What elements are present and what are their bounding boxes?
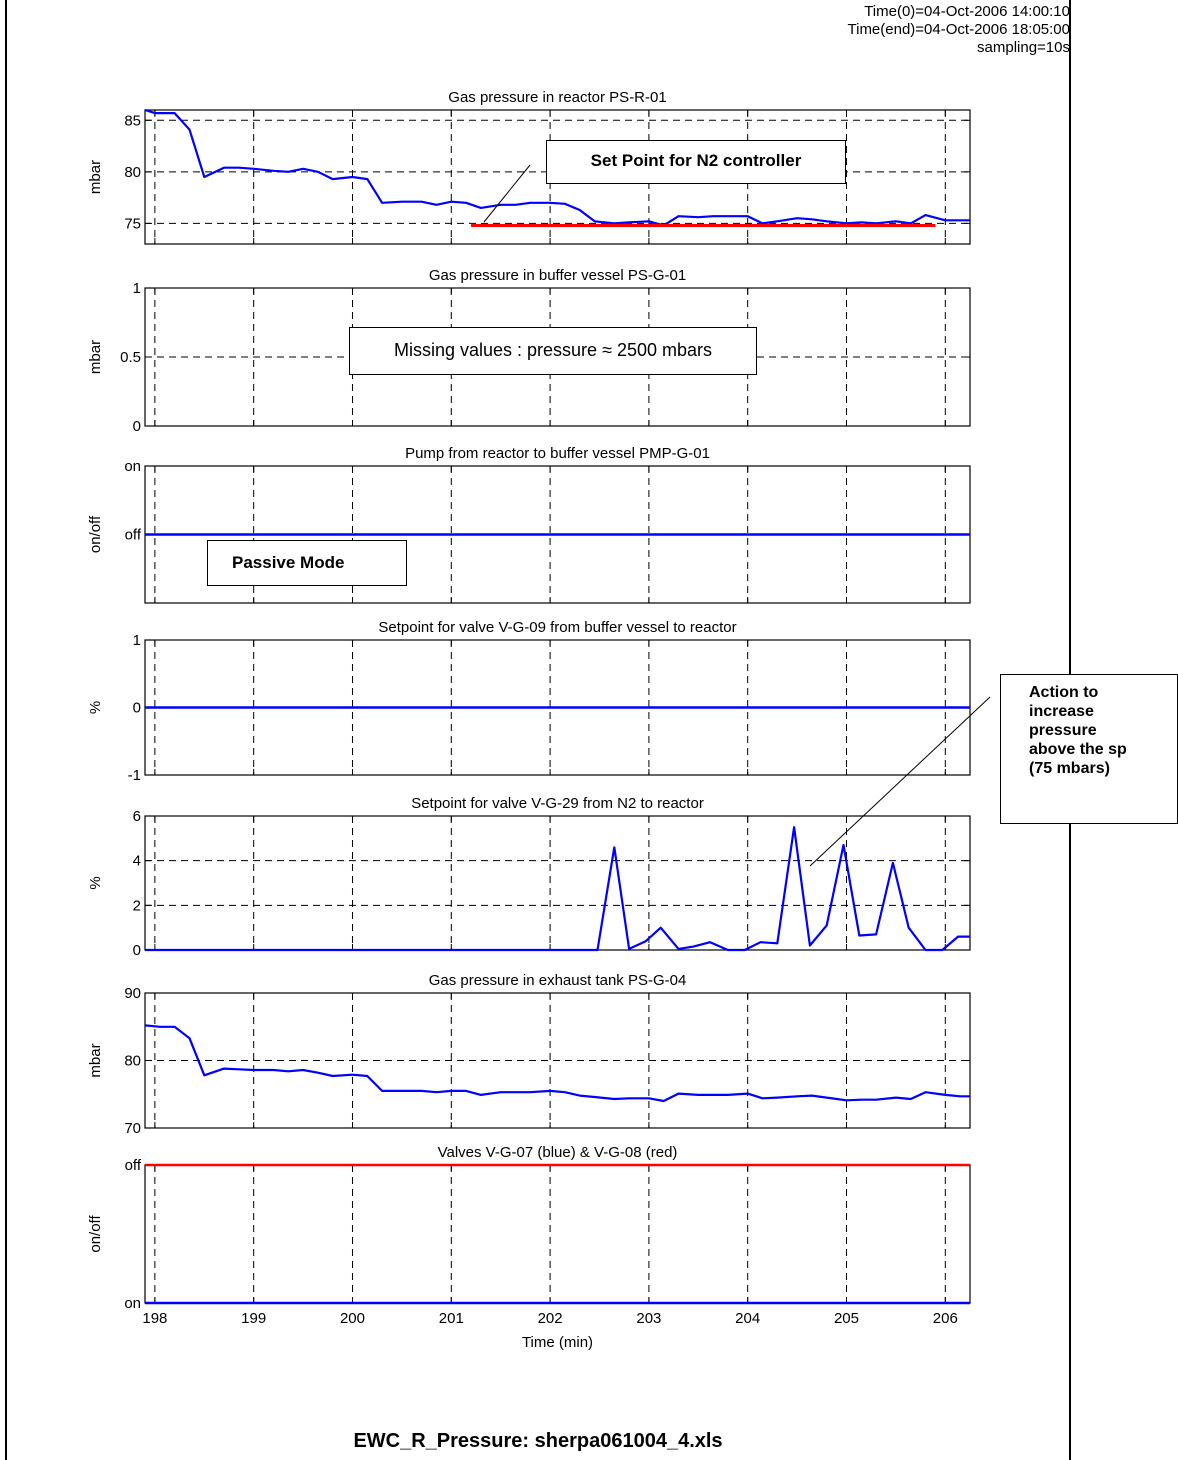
y-axis-label: mbar [87,160,104,194]
x-tick-label: 204 [735,1310,760,1327]
action-line: increase [1029,703,1094,720]
series-line [144,1024,970,1103]
series-line [145,826,970,952]
figure-footer-title: EWC_R_Pressure: sherpa061004_4.xls [353,1430,723,1452]
missing-values-callout: Missing values : pressure ≈ 2500 mbars [349,327,757,375]
passive-mode-text: Passive Mode [232,553,345,572]
y-tick-label: off [125,1157,142,1174]
y-tick-label: off [125,527,142,544]
action-leader-line [809,696,991,867]
y-tick-label: -1 [128,767,141,784]
y-tick-label: 1 [133,632,141,649]
y-tick-label: 0 [133,418,141,435]
action-line: pressure [1029,722,1097,739]
y-tick-label: 0.5 [120,349,141,366]
y-tick-label: 85 [124,112,141,129]
chart-title: Setpoint for valve V-G-29 from N2 to rea… [411,795,704,812]
x-tick-label: 203 [636,1310,661,1327]
y-tick-label: 1 [133,280,141,297]
y-tick-label: 4 [133,853,141,870]
x-tick-label: 202 [538,1310,563,1327]
y-axis-label: mbar [87,1043,104,1077]
setpoint-n2-callout: Set Point for N2 controller [546,140,846,184]
y-tick-label: 0 [133,942,141,959]
y-axis-label: mbar [87,340,104,374]
series-line [144,108,970,227]
y-tick-label: 80 [124,1053,141,1070]
y-tick-label: 0 [133,700,141,717]
x-axis-label: Time (min) [522,1334,593,1351]
y-tick-label: 2 [133,897,141,914]
time0-label: Time(0)=04-Oct-2006 14:00:10 [864,3,1070,20]
x-tick-label: 206 [933,1310,958,1327]
x-tick-label: 201 [439,1310,464,1327]
y-tick-label: 90 [124,985,141,1002]
passive-mode-callout: Passive Mode [207,540,407,586]
action-line: (75 mbars) [1029,760,1110,777]
plot-frame [144,109,971,245]
chart-title: Gas pressure in reactor PS-R-01 [448,89,666,106]
plot-frame [144,1164,971,1304]
y-tick-label: on [124,458,141,475]
action-line: Action to [1029,684,1099,701]
action-line: above the sp [1029,741,1127,758]
chart-title: Gas pressure in buffer vessel PS-G-01 [429,267,686,284]
y-tick-label: on [124,1295,141,1312]
chart-title: Valves V-G-07 (blue) & V-G-08 (red) [438,1144,678,1161]
missing-values-text: Missing values : pressure ≈ 2500 mbars [393,340,712,360]
chart-title: Setpoint for valve V-G-09 from buffer ve… [378,619,736,636]
y-tick-label: 80 [124,164,141,181]
x-tick-label: 198 [142,1310,167,1327]
action-callout: Action to increase pressure above the sp… [1000,674,1178,824]
y-tick-label: 70 [124,1120,141,1137]
sampling-label: sampling=10s [977,39,1070,56]
time-end-label: Time(end)=04-Oct-2006 18:05:00 [847,21,1071,38]
setpoint-leader-line [483,164,531,223]
chart-title: Gas pressure in exhaust tank PS-G-04 [429,972,687,989]
y-tick-label: 75 [124,215,141,232]
x-tick-label: 199 [241,1310,266,1327]
setpoint-n2-text: Set Point for N2 controller [590,151,802,170]
x-tick-label: 200 [340,1310,365,1327]
y-axis-label: % [87,876,104,889]
y-axis-label: on/off [87,1215,104,1253]
x-tick-label: 205 [834,1310,859,1327]
chart-title: Pump from reactor to buffer vessel PMP-G… [405,445,710,462]
y-tick-label: 6 [133,808,141,825]
y-axis-label: on/off [87,515,104,553]
y-axis-label: % [87,701,104,714]
